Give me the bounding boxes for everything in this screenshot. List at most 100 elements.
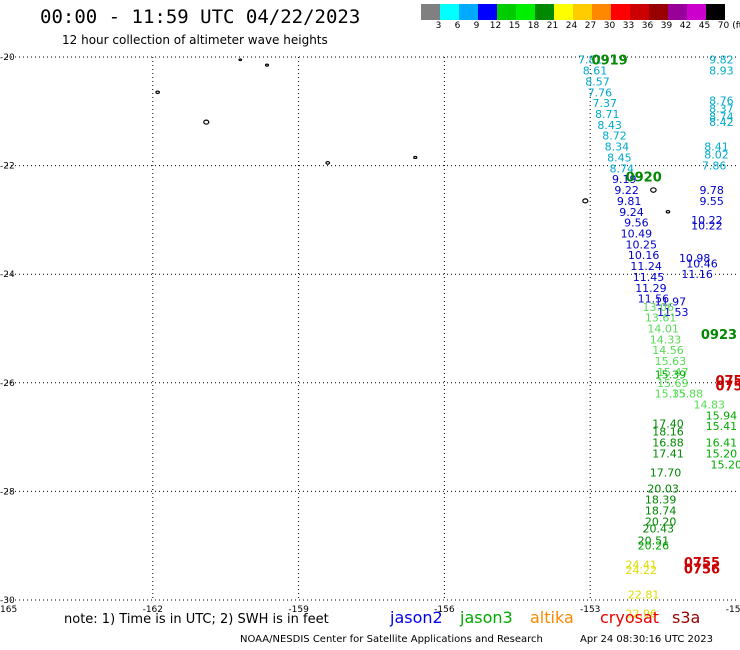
wave-height-label: 8.76	[709, 94, 734, 107]
wave-height-label: 7.81	[578, 54, 603, 67]
island-outline	[325, 160, 331, 165]
colorbar-swatch	[668, 4, 687, 20]
wave-height-label: 15.94	[706, 409, 738, 422]
island-outline	[264, 63, 270, 67]
lat-tick-label: -20	[0, 53, 15, 63]
wave-height-label: 11.29	[635, 282, 667, 295]
wave-height-label: 22.96	[625, 608, 657, 621]
wave-height-label: 15.41	[706, 420, 738, 433]
wave-height-label: 7.37	[593, 97, 618, 110]
wave-height-label: 8.74	[709, 111, 734, 124]
wave-height-label: 15.20	[706, 447, 738, 460]
lat-tick-label: -28	[0, 487, 15, 497]
track-time-label: 0756	[684, 563, 720, 578]
colorbar-swatch	[630, 4, 649, 20]
wave-height-label: 14.56	[652, 344, 684, 357]
wave-height-label: 9.78	[699, 184, 724, 197]
lat-tick-label: -24	[0, 270, 15, 280]
wave-height-label: 9.82	[709, 54, 734, 67]
satellite-legend-s3a: s3a	[672, 608, 701, 627]
colorbar-label: 36	[641, 21, 654, 31]
island-outline	[155, 90, 160, 95]
track-time-label: 0919	[592, 54, 628, 69]
colorbar-label: 24	[565, 21, 578, 31]
colorbar-swatch	[687, 4, 706, 20]
colorbar-label: 30	[603, 21, 616, 31]
wave-height-label: 8.41	[704, 141, 729, 154]
colorbar-swatch	[440, 4, 459, 20]
colorbar-swatch	[516, 4, 535, 20]
wave-height-label: 13.61	[645, 312, 677, 325]
wave-height-label: 24.41	[625, 559, 657, 572]
lat-tick-label: -22	[0, 162, 15, 172]
wave-height-label: 15.20	[711, 458, 740, 471]
colorbar-swatch	[573, 4, 592, 20]
track-time-label: 0920	[626, 170, 662, 185]
wave-height-label: 9.19	[612, 173, 637, 186]
colorbar-label: 70	[717, 21, 730, 31]
island-outline	[203, 119, 210, 125]
island-outline	[665, 209, 671, 214]
island-outline	[582, 198, 589, 204]
satellite-legend-jason3: jason3	[460, 608, 513, 627]
colorbar-label: 27	[584, 21, 597, 31]
wave-height-label: 8.02	[704, 149, 729, 162]
wave-height-label: 18.39	[645, 494, 677, 507]
wave-height-label: 17.70	[650, 466, 682, 479]
colorbar-swatch	[649, 4, 668, 20]
lon-tick-label: -153	[580, 605, 600, 615]
wave-height-label: 8.42	[709, 116, 734, 129]
wave-height-label: 15.63	[655, 355, 687, 368]
wave-height-label: 20.43	[642, 522, 674, 535]
page-title: 00:00 - 11:59 UTC 04/22/2023	[40, 6, 361, 28]
colorbar-swatch	[478, 4, 497, 20]
wave-height-label: 8.37	[709, 103, 734, 116]
colorbar-swatch	[554, 4, 573, 20]
wave-height-label: 20.51	[638, 534, 670, 547]
wave-height-label: 10.98	[679, 252, 711, 265]
satellite-legend-cryosat: cryosat	[600, 608, 660, 627]
wave-height-label: 11.24	[630, 260, 662, 273]
wave-height-label: 8.57	[585, 75, 610, 88]
colorbar	[421, 4, 725, 20]
island-outline	[413, 155, 418, 160]
wave-height-label: 20.03	[647, 483, 679, 496]
colorbar-swatch	[535, 4, 554, 20]
footer-note: note: 1) Time is in UTC; 2) SWH is in fe…	[64, 612, 329, 627]
colorbar-label: 15	[508, 21, 521, 31]
track-time-label: 0755	[715, 374, 740, 389]
page-subtitle: 12 hour collection of altimeter wave hei…	[62, 33, 328, 47]
lon-tick-label: -150	[726, 605, 740, 615]
colorbar-label: 21	[546, 21, 559, 31]
wave-height-label: 8.34	[605, 141, 630, 154]
wave-height-label: 20.20	[645, 515, 677, 528]
wave-height-label: 8.93	[709, 65, 734, 78]
satellite-legend-jason2: jason2	[390, 608, 443, 627]
colorbar-label: 6	[454, 21, 461, 31]
colorbar-swatch	[497, 4, 516, 20]
wave-height-label: 9.22	[614, 184, 639, 197]
wave-height-label: 15.39	[655, 369, 687, 382]
wave-height-label: 14.83	[694, 399, 726, 412]
colorbar-swatch	[421, 4, 440, 20]
wave-height-label: 8.43	[597, 119, 622, 132]
colorbar-label: 12	[489, 21, 502, 31]
wave-height-label: 8.45	[607, 151, 632, 164]
lat-tick-label: -30	[0, 596, 15, 606]
lon-tick-label: -165	[0, 605, 17, 615]
wave-height-label: 14.33	[650, 333, 682, 346]
wave-height-label: 22.81	[628, 589, 660, 602]
wave-height-label: 10.16	[628, 249, 660, 262]
track-time-label: 0756	[715, 380, 740, 395]
wave-height-label: 7.86	[702, 160, 727, 173]
wave-height-label: 14.01	[647, 323, 679, 336]
wave-height-label: 13.06	[642, 301, 674, 314]
wave-height-label: 11.45	[633, 271, 665, 284]
wave-height-label: 10.22	[691, 214, 723, 227]
wave-height-label: 9.55	[699, 195, 724, 208]
wave-height-label: 18.74	[645, 504, 677, 517]
island-outline	[238, 58, 243, 62]
